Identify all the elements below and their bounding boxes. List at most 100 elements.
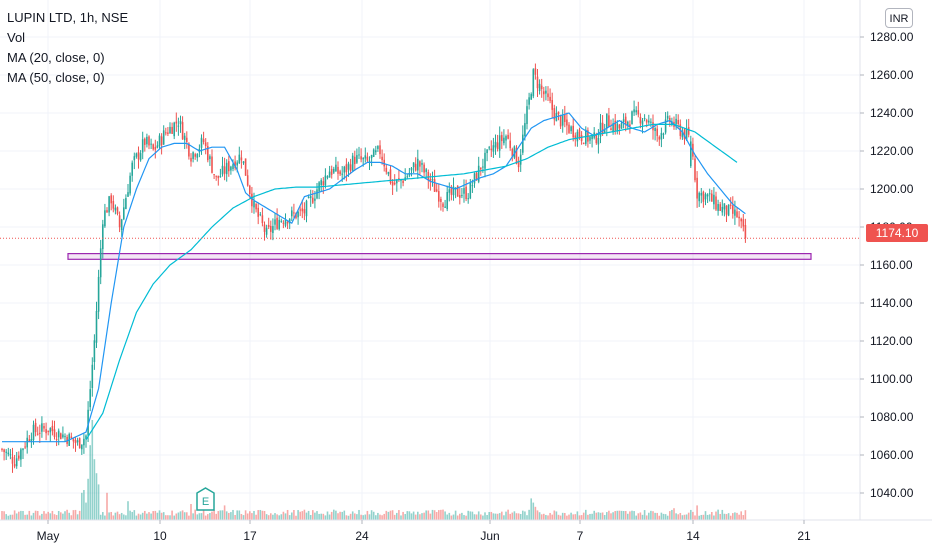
support-zone[interactable]: [67, 253, 812, 260]
volume-bar: [561, 512, 564, 520]
candle-body: [572, 125, 574, 138]
candle-body: [288, 218, 291, 224]
candle-body: [162, 130, 165, 145]
candle-body: [160, 136, 163, 146]
candle-body: [482, 166, 484, 168]
volume-bar: [339, 511, 341, 520]
candle-body: [580, 135, 583, 142]
volume-bar: [263, 510, 266, 520]
candle-body: [242, 161, 245, 164]
candle-body: [118, 215, 121, 228]
volume-bar: [204, 515, 207, 520]
candle-body: [551, 100, 553, 110]
candle-body: [641, 120, 644, 125]
volume-bar: [318, 513, 320, 520]
legend-volume[interactable]: Vol: [7, 30, 26, 45]
volume-bar: [435, 512, 438, 520]
volume-bar: [74, 509, 77, 520]
volume-bar: [303, 509, 306, 520]
candle-body: [624, 116, 627, 125]
volume-bar: [171, 510, 173, 520]
volume-bar: [513, 511, 516, 520]
candle-body: [175, 121, 178, 124]
volume-bar: [734, 512, 736, 520]
candle-body: [39, 432, 41, 434]
candle-body: [612, 123, 614, 133]
legend-ma20[interactable]: MA (20, close, 0): [7, 50, 105, 65]
volume-bar: [448, 512, 451, 520]
candle-body: [490, 148, 493, 151]
candle-body: [494, 141, 497, 148]
volume-bar: [427, 510, 430, 520]
candle-body: [622, 119, 625, 122]
candle-body: [465, 186, 467, 200]
volume-bar: [498, 513, 501, 520]
volume-bar: [431, 509, 434, 520]
currency-button[interactable]: INR: [885, 8, 913, 28]
volume-bar: [627, 513, 629, 520]
volume-bar: [652, 511, 654, 520]
volume-bar: [343, 510, 346, 520]
volume-bar: [725, 514, 728, 520]
volume-bar: [643, 510, 646, 520]
volume-bar: [102, 512, 104, 520]
volume-bar: [377, 512, 379, 520]
volume-bar: [662, 513, 665, 520]
volume-bar: [9, 514, 12, 520]
volume-bar: [396, 512, 398, 520]
candle-body: [267, 224, 270, 228]
earnings-event-icon[interactable]: E: [196, 487, 215, 511]
candle-body: [534, 68, 537, 75]
time-axis[interactable]: May 10 17 24 Jun 7 14 21: [37, 520, 811, 543]
support-zone-rect: [67, 253, 812, 260]
volume-bar: [526, 515, 528, 520]
volume-bar: [450, 515, 453, 520]
volume-bar: [572, 514, 574, 520]
candle-body: [417, 158, 419, 171]
candle-body: [137, 152, 140, 160]
candle-body: [402, 180, 404, 184]
volume-bar: [301, 511, 304, 520]
volume-bar: [669, 511, 671, 520]
volume-bar: [631, 510, 633, 520]
volume-bar: [251, 513, 253, 520]
volume-bar: [116, 511, 119, 520]
volume-bar: [356, 514, 358, 520]
candle-body: [375, 150, 377, 153]
candle-body: [379, 145, 381, 155]
candle-body: [183, 135, 186, 141]
candle-body: [13, 464, 16, 467]
volume-bar: [347, 515, 350, 520]
candle-body: [291, 210, 293, 217]
price-tick-label: 1240.00: [870, 106, 914, 120]
volume-bar: [408, 511, 411, 520]
volume-bar: [179, 511, 182, 520]
volume-bar: [433, 510, 436, 520]
candle-body: [429, 178, 432, 182]
candle-body: [228, 161, 230, 172]
candle-body: [238, 154, 241, 164]
candle-body: [589, 136, 591, 141]
candle-body: [9, 454, 12, 456]
candle-body: [5, 451, 7, 453]
volume-bar: [51, 510, 54, 520]
legend-symbol[interactable]: LUPIN LTD, 1h, NSE: [7, 10, 129, 25]
volume-bar: [444, 511, 446, 520]
candle-body: [595, 134, 598, 144]
candle-body: [167, 132, 169, 135]
volume-bar: [183, 512, 186, 520]
candle-body: [574, 135, 577, 140]
volume-bar: [608, 510, 610, 520]
volume-bar: [660, 512, 663, 520]
price-axis[interactable]: 1040.00 1060.00 1080.00 1100.00 1120.00 1140.…: [0, 0, 932, 521]
candle-body: [345, 164, 348, 173]
candle-body: [683, 129, 686, 140]
time-tick-label: 21: [797, 529, 811, 543]
volume-bar: [393, 514, 396, 520]
candle-body: [431, 179, 434, 181]
volume-bar: [618, 510, 621, 520]
volume-bar: [282, 511, 285, 520]
legend-ma50[interactable]: MA (50, close, 0): [7, 70, 105, 85]
volume-bar: [244, 510, 247, 520]
